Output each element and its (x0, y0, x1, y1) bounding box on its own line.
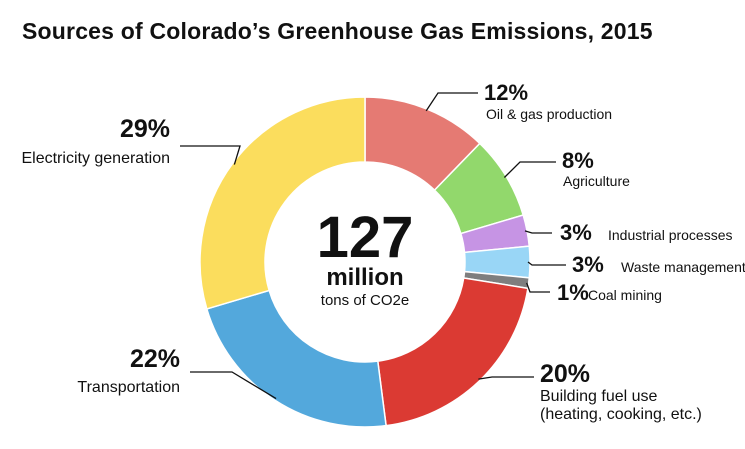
leader-line (425, 92, 478, 112)
donut-slices (199, 96, 531, 428)
center-caption: tons of CO2e (321, 292, 409, 309)
center-text: 127 million tons of CO2e (317, 205, 414, 309)
slice-category-label: Coal mining (588, 287, 662, 303)
slice-percent-label: 29% (120, 115, 170, 143)
slice-percent-label: 3% (560, 220, 592, 245)
slice-category-label: Waste management (621, 259, 745, 275)
slice-category-label: Building fuel use (540, 388, 658, 405)
leader-line (527, 261, 566, 266)
slice-category-label: Industrial processes (608, 227, 733, 243)
slice-percent-label: 20% (540, 360, 590, 388)
leader-line (190, 371, 277, 400)
slice-category-label-line2: (heating, cooking, etc.) (540, 406, 702, 423)
slice-category-label: Oil & gas production (486, 106, 612, 122)
slice-electricity-generation (199, 96, 366, 310)
slice-percent-label: 12% (484, 80, 528, 105)
slice-category-label: Agriculture (563, 173, 630, 189)
slice-category-label: Electricity generation (21, 150, 170, 167)
center-unit: million (326, 264, 403, 291)
slice-percent-label: 1% (557, 280, 589, 305)
chart-title: Sources of Colorado’s Greenhouse Gas Emi… (22, 18, 653, 44)
leader-line (503, 161, 556, 178)
slice-percent-label: 8% (562, 148, 594, 173)
leader-line (524, 230, 552, 234)
slice-transportation (205, 289, 387, 428)
donut-hole (265, 162, 465, 362)
leader-lines (180, 92, 566, 400)
center-total: 127 (317, 205, 414, 270)
leader-line (478, 376, 534, 380)
leader-line (526, 282, 550, 293)
leader-line (180, 145, 241, 165)
slice-percent-label: 3% (572, 252, 604, 277)
slice-percent-label: 22% (130, 345, 180, 373)
slice-category-label: Transportation (77, 379, 180, 396)
